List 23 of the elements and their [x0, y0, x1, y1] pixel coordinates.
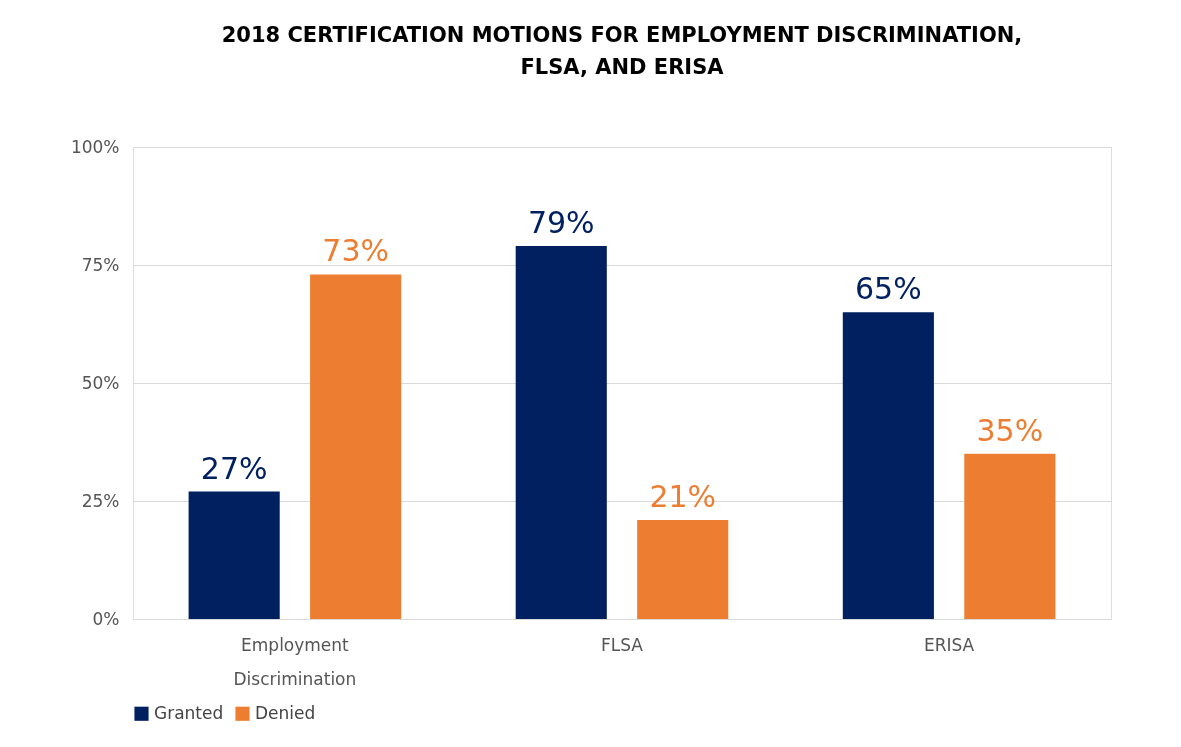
bar — [515, 246, 607, 619]
bar — [842, 312, 934, 619]
y-tick-label: 75% — [81, 254, 120, 275]
legend-label: Granted — [154, 702, 224, 723]
data-label: 27% — [200, 450, 268, 486]
y-tick-label: 25% — [81, 490, 120, 511]
x-tick-label: FLSA — [601, 634, 644, 655]
data-label: 79% — [527, 205, 595, 241]
chart-title: 2018 CERTIFICATION MOTIONS FOR EMPLOYMENT DISCRIMINATION, FLSA, AND ERISA — [221, 23, 1023, 79]
x-tick-label: Employment Discrimination — [233, 634, 357, 689]
x-tick-label: ERISA — [923, 634, 975, 655]
bar — [310, 274, 402, 619]
legend-label: Denied — [255, 702, 316, 723]
bar — [188, 491, 280, 619]
y-tick-label: 100% — [70, 136, 120, 157]
data-label: 73% — [322, 233, 389, 269]
y-tick-label: 0% — [92, 608, 120, 629]
data-label: 21% — [649, 478, 717, 514]
data-label: 35% — [976, 412, 1044, 448]
bar — [637, 519, 729, 619]
bar — [964, 453, 1056, 619]
data-label: 65% — [855, 271, 922, 307]
y-tick-label: 50% — [81, 372, 120, 393]
